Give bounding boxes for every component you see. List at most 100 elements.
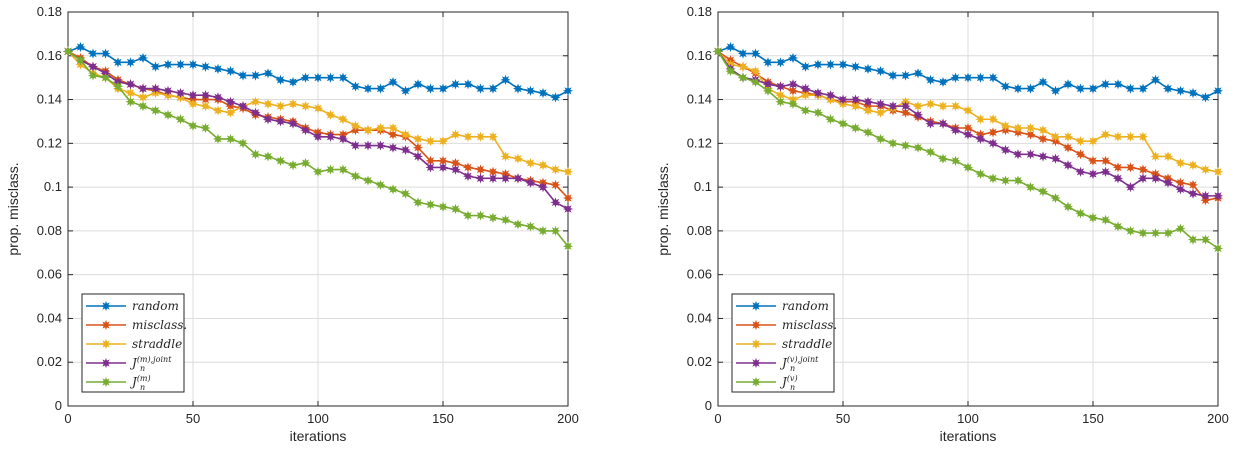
- data-point: [862, 105, 874, 116]
- data-point: [75, 41, 86, 53]
- data-point: [1025, 182, 1036, 193]
- data-point: [300, 72, 311, 83]
- data-point: [75, 55, 86, 66]
- y-tick-label: 0.18: [37, 4, 62, 19]
- data-point: [125, 87, 136, 99]
- data-point: [1062, 160, 1074, 171]
- legend-swatch-marker: [750, 338, 762, 350]
- data-point: [787, 79, 799, 90]
- data-point: [1000, 144, 1011, 155]
- x-tick-label: 200: [557, 411, 579, 426]
- data-point: [525, 221, 536, 232]
- data-point: [137, 83, 149, 94]
- data-point: [362, 83, 374, 94]
- data-point: [950, 72, 961, 83]
- y-tick-label: 0: [705, 398, 712, 413]
- data-point: [1087, 155, 1099, 166]
- data-point: [1012, 83, 1024, 94]
- data-point: [87, 48, 99, 59]
- data-point: [1187, 234, 1199, 245]
- data-point: [450, 164, 461, 175]
- data-point: [912, 68, 924, 79]
- data-point: [1075, 136, 1086, 147]
- data-point: [800, 90, 811, 101]
- data-point: [1150, 74, 1161, 85]
- legend: random misclass. straddle J(v),joint nJ(v) n: [731, 293, 837, 393]
- data-point: [287, 160, 299, 171]
- x-tick-label: 100: [307, 411, 329, 426]
- data-point: [812, 107, 824, 118]
- data-point: [412, 142, 424, 153]
- data-point: [950, 101, 961, 112]
- data-point: [1175, 184, 1186, 195]
- data-point: [1062, 142, 1074, 153]
- data-point: [112, 57, 124, 68]
- data-point: [925, 146, 936, 158]
- data-point: [900, 107, 911, 118]
- data-point: [562, 85, 574, 96]
- data-point: [325, 72, 336, 83]
- y-axis-label: prop. misclass.: [5, 162, 21, 255]
- data-point: [912, 101, 924, 112]
- data-point: [1050, 153, 1061, 164]
- data-point: [825, 114, 836, 125]
- data-point: [400, 188, 411, 199]
- data-point: [1200, 164, 1211, 175]
- x-tick-label: 50: [836, 411, 850, 426]
- data-point: [162, 59, 174, 70]
- legend-label: misclass.: [782, 318, 837, 332]
- data-point: [325, 131, 336, 142]
- data-point: [225, 66, 236, 77]
- data-point: [1200, 92, 1211, 103]
- data-point: [1062, 131, 1074, 142]
- data-point: [1200, 190, 1211, 201]
- data-point: [1050, 131, 1061, 142]
- data-point: [850, 94, 861, 105]
- data-point: [850, 61, 861, 72]
- data-point: [1150, 173, 1161, 184]
- data-point: [775, 81, 786, 92]
- data-point: [1112, 162, 1124, 173]
- data-point: [262, 98, 274, 110]
- data-point: [1175, 85, 1186, 96]
- data-point: [850, 122, 861, 134]
- data-point: [425, 83, 436, 94]
- data-point: [1037, 151, 1049, 162]
- data-point: [175, 59, 186, 70]
- data-point: [537, 225, 549, 236]
- data-point: [750, 48, 761, 59]
- data-point: [1062, 79, 1074, 90]
- data-point: [175, 87, 186, 99]
- data-point: [550, 197, 561, 208]
- x-tick-label: 150: [432, 411, 454, 426]
- data-point: [250, 70, 261, 81]
- data-point: [550, 179, 561, 191]
- data-point: [512, 153, 524, 164]
- data-point: [1150, 227, 1161, 239]
- data-point: [312, 103, 324, 114]
- data-point: [150, 105, 161, 116]
- data-point: [1125, 182, 1136, 193]
- legend-swatch-marker: [750, 376, 762, 388]
- data-point: [475, 173, 486, 184]
- data-point: [1037, 186, 1049, 197]
- data-point: [537, 160, 549, 171]
- data-point: [750, 66, 761, 77]
- data-point: [450, 79, 461, 90]
- data-point: [987, 72, 999, 83]
- data-point: [325, 109, 336, 120]
- data-point: [887, 70, 899, 81]
- data-point: [562, 203, 574, 215]
- data-point: [775, 96, 786, 107]
- data-point: [200, 101, 211, 112]
- data-point: [287, 118, 299, 129]
- data-point: [212, 63, 224, 75]
- data-point: [1187, 179, 1199, 191]
- data-point: [262, 68, 274, 79]
- data-point: [300, 125, 311, 136]
- legend-label: straddle: [782, 337, 832, 351]
- data-point: [237, 138, 249, 149]
- data-point: [187, 90, 199, 101]
- data-point: [425, 199, 436, 210]
